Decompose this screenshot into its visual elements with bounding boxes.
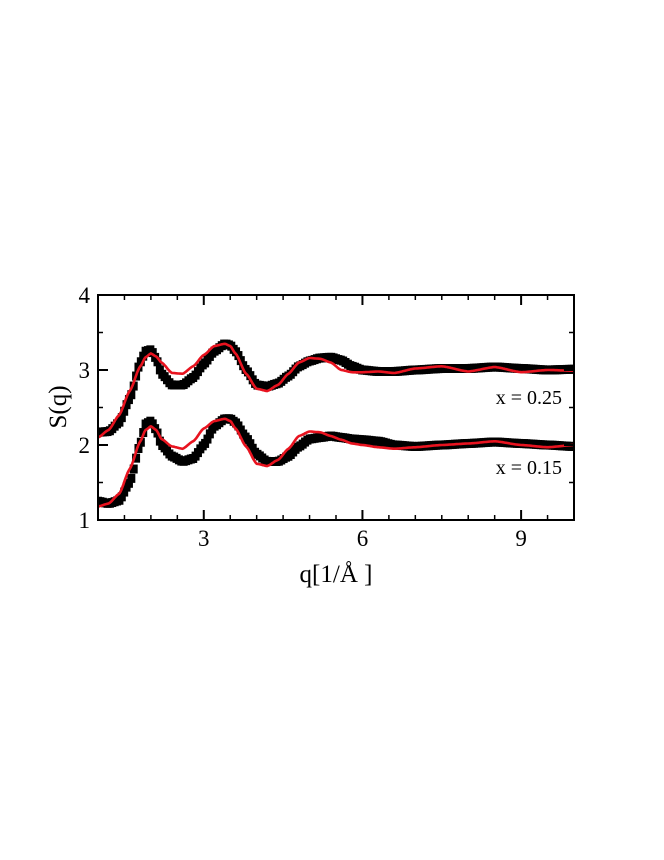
data-point (120, 487, 129, 497)
data-point (120, 406, 129, 416)
data-point (203, 434, 212, 444)
y-tick-label: 4 (79, 283, 91, 308)
data-point (153, 357, 162, 367)
x-tick-label: 3 (198, 526, 210, 551)
x-axis-label: q[1/Å ] (300, 561, 373, 588)
series-line-x025 (98, 342, 574, 439)
annotation-x015: x = 0.15 (496, 457, 562, 479)
data-point (127, 390, 136, 400)
data-point (205, 429, 214, 439)
x-tick-label: 6 (357, 526, 369, 551)
data-point (117, 492, 126, 502)
data-point (117, 413, 126, 423)
data-point (124, 478, 133, 488)
x-tick-label: 9 (515, 526, 527, 551)
series-line-x015 (98, 417, 574, 508)
data-point (570, 442, 574, 451)
y-tick-label: 1 (79, 508, 91, 533)
data-point (132, 453, 141, 463)
data-point (122, 400, 131, 410)
data-point (136, 357, 145, 367)
data-point (148, 348, 157, 358)
y-tick-label: 3 (79, 358, 91, 383)
data-point (134, 443, 143, 453)
y-axis-label: S(q) (45, 385, 72, 428)
data-point (127, 473, 136, 483)
y-tick-label: 2 (79, 433, 91, 458)
annotation-x025: x = 0.25 (496, 387, 562, 409)
data-point (124, 395, 133, 405)
data-point (139, 351, 148, 361)
data-point (129, 464, 138, 474)
data-point (246, 439, 255, 449)
data-point (148, 419, 157, 429)
data-point (129, 381, 138, 391)
series-layer (98, 339, 574, 508)
data-point (115, 417, 124, 427)
